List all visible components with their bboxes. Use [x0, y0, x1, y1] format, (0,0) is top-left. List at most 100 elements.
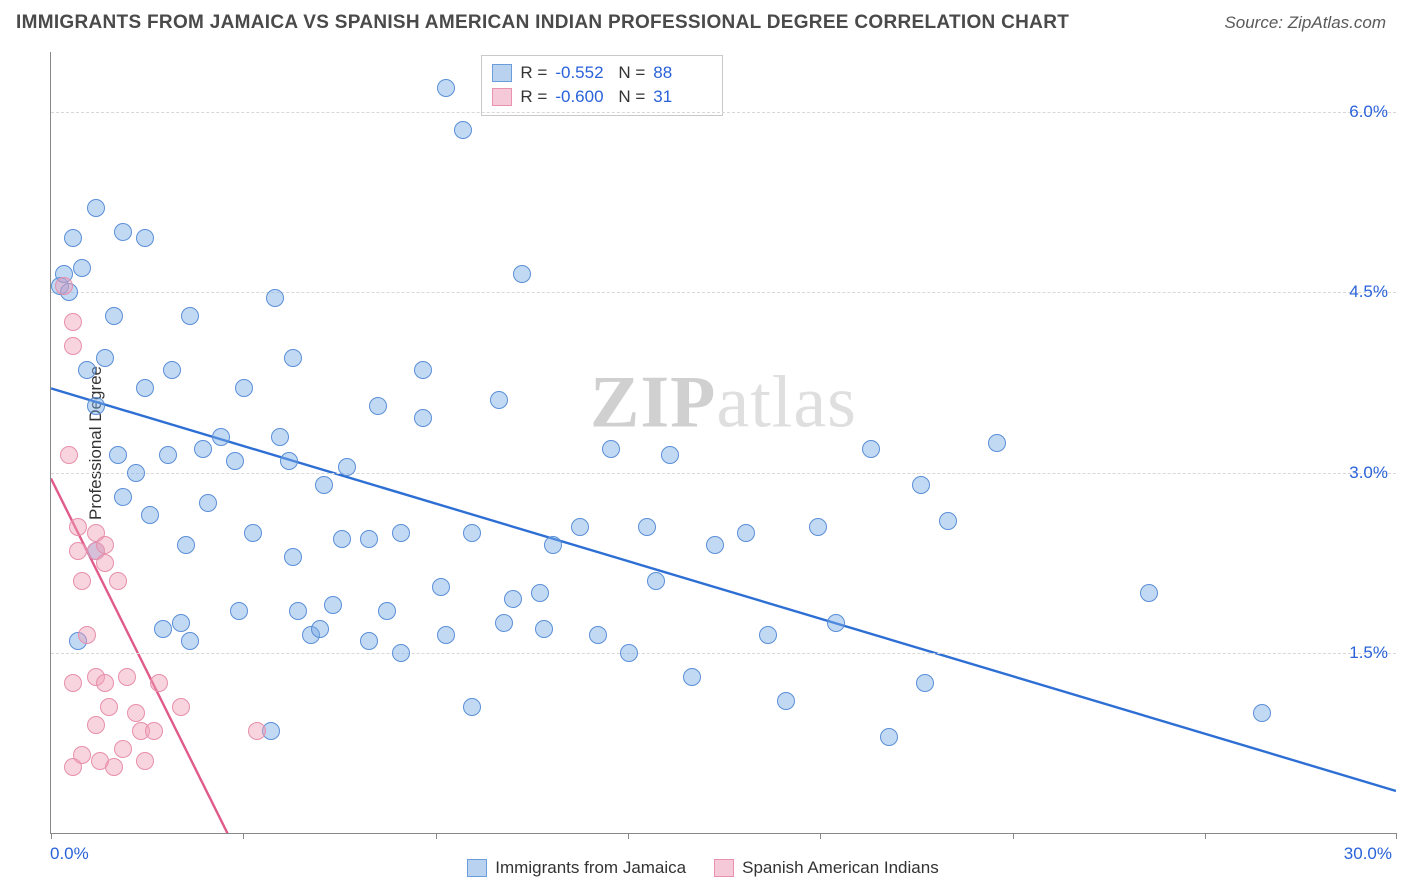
scatter-point [127, 704, 145, 722]
ytick-label: 3.0% [1349, 463, 1388, 483]
chart-header: IMMIGRANTS FROM JAMAICA VS SPANISH AMERI… [0, 0, 1406, 42]
scatter-point [602, 440, 620, 458]
scatter-point [463, 524, 481, 542]
scatter-point [64, 313, 82, 331]
scatter-point [414, 361, 432, 379]
scatter-point [78, 626, 96, 644]
scatter-point [737, 524, 755, 542]
scatter-point [360, 632, 378, 650]
chart-source: Source: ZipAtlas.com [1224, 13, 1386, 33]
ytick-label: 1.5% [1349, 643, 1388, 663]
xaxis-start-label: 0.0% [50, 844, 89, 864]
scatter-point [454, 121, 472, 139]
scatter-point [620, 644, 638, 662]
scatter-point [333, 530, 351, 548]
scatter-point [244, 524, 262, 542]
scatter-point [64, 674, 82, 692]
scatter-point [437, 79, 455, 97]
scatter-point [284, 548, 302, 566]
scatter-point [199, 494, 217, 512]
scatter-point [571, 518, 589, 536]
scatter-point [1140, 584, 1158, 602]
scatter-point [880, 728, 898, 746]
scatter-point [284, 349, 302, 367]
scatter-point [490, 391, 508, 409]
xtick [243, 833, 244, 839]
scatter-point [535, 620, 553, 638]
legend-item: Immigrants from Jamaica [467, 858, 686, 878]
gridline [51, 653, 1396, 654]
scatter-point [809, 518, 827, 536]
scatter-point [64, 229, 82, 247]
scatter-point [266, 289, 284, 307]
scatter-point [73, 746, 91, 764]
scatter-point [136, 379, 154, 397]
stat-r-value: -0.552 [555, 61, 610, 85]
legend-swatch [492, 64, 512, 82]
legend-item: Spanish American Indians [714, 858, 939, 878]
scatter-point [315, 476, 333, 494]
scatter-point [513, 265, 531, 283]
scatter-point [360, 530, 378, 548]
scatter-point [531, 584, 549, 602]
xtick [628, 833, 629, 839]
scatter-point [159, 446, 177, 464]
scatter-point [916, 674, 934, 692]
scatter-point [163, 361, 181, 379]
scatter-point [145, 722, 163, 740]
stat-r-label: R = [520, 61, 547, 85]
scatter-point [324, 596, 342, 614]
legend-swatch [492, 88, 512, 106]
scatter-point [392, 644, 410, 662]
scatter-point [392, 524, 410, 542]
trendlines-svg [51, 52, 1396, 833]
scatter-point [177, 536, 195, 554]
scatter-point [194, 440, 212, 458]
scatter-point [939, 512, 957, 530]
stat-n-label: N = [618, 85, 645, 109]
scatter-point [181, 632, 199, 650]
scatter-point [589, 626, 607, 644]
scatter-point [100, 698, 118, 716]
scatter-point [96, 536, 114, 554]
scatter-point [60, 446, 78, 464]
stat-n-value: 88 [653, 61, 708, 85]
scatter-point [338, 458, 356, 476]
scatter-point [118, 668, 136, 686]
scatter-point [504, 590, 522, 608]
scatter-point [827, 614, 845, 632]
scatter-point [87, 397, 105, 415]
scatter-point [181, 307, 199, 325]
xtick [51, 833, 52, 839]
scatter-point [988, 434, 1006, 452]
legend-swatch [714, 859, 734, 877]
stats-row: R =-0.600N =31 [492, 85, 708, 109]
scatter-point [280, 452, 298, 470]
scatter-point [230, 602, 248, 620]
scatter-point [437, 626, 455, 644]
stats-legend: R =-0.552N =88R =-0.600N =31 [481, 55, 723, 116]
scatter-point [1253, 704, 1271, 722]
scatter-point [311, 620, 329, 638]
xtick [436, 833, 437, 839]
scatter-point [495, 614, 513, 632]
scatter-point [706, 536, 724, 554]
scatter-point [96, 674, 114, 692]
legend-swatch [467, 859, 487, 877]
chart-title: IMMIGRANTS FROM JAMAICA VS SPANISH AMERI… [16, 12, 1069, 34]
stat-n-value: 31 [653, 85, 708, 109]
scatter-point [114, 223, 132, 241]
stat-n-label: N = [618, 61, 645, 85]
stats-row: R = -0.552 N = 88 [492, 61, 708, 85]
scatter-point [73, 259, 91, 277]
scatter-point [248, 722, 266, 740]
ytick-label: 6.0% [1349, 102, 1388, 122]
xtick [1013, 833, 1014, 839]
scatter-point [96, 554, 114, 572]
scatter-point [212, 428, 230, 446]
scatter-point [136, 752, 154, 770]
scatter-point [759, 626, 777, 644]
scatter-point [105, 758, 123, 776]
scatter-point [912, 476, 930, 494]
gridline [51, 473, 1396, 474]
